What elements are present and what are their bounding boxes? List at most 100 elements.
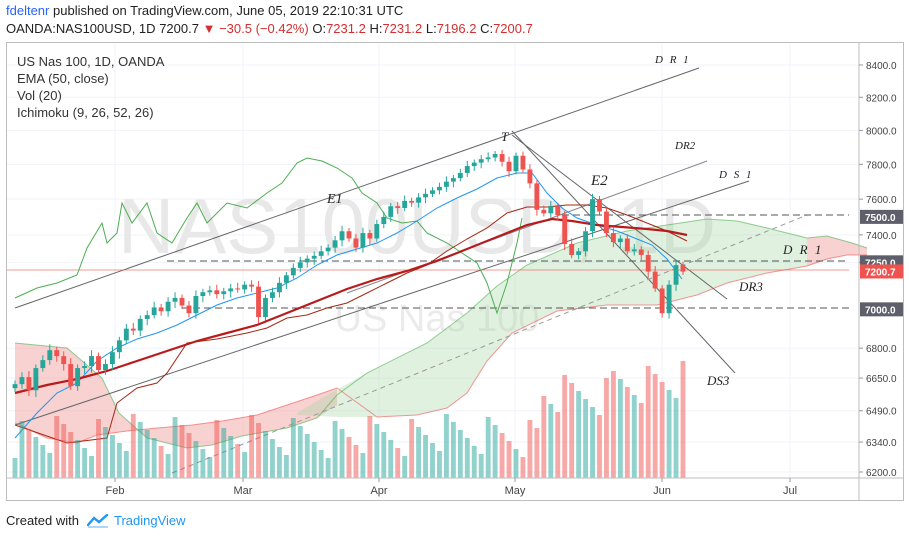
low-label: L: xyxy=(425,21,437,36)
dr3-resistance-line xyxy=(511,134,728,300)
annotation-ds3: DS3 xyxy=(706,373,730,388)
candle-body xyxy=(297,262,303,268)
volume-bar xyxy=(47,453,53,478)
close-value: 7200.7 xyxy=(493,21,533,36)
candle-body xyxy=(541,209,547,214)
annotation-top-t: T xyxy=(501,129,509,144)
volume-bar xyxy=(235,444,241,478)
volume-bar xyxy=(506,441,512,478)
volume-bar xyxy=(82,448,88,478)
candle-body xyxy=(638,249,644,255)
volume-bar xyxy=(207,457,213,478)
volume-bar xyxy=(659,382,665,478)
time-axis[interactable]: Feb Mar Apr May Jun Jul xyxy=(7,477,904,497)
price-label-box xyxy=(860,302,903,317)
legend-volume[interactable]: Vol (20) xyxy=(17,88,62,103)
candle-body xyxy=(318,251,324,256)
volume-bar xyxy=(221,428,227,478)
created-with-text: Created with xyxy=(6,513,79,528)
volume-bar xyxy=(631,395,637,478)
tradingview-logo-icon xyxy=(86,514,108,528)
candle-body xyxy=(471,162,477,167)
volume-bar xyxy=(130,414,136,478)
candle-body xyxy=(610,233,616,243)
volume-bar xyxy=(457,430,463,478)
volume-bar xyxy=(485,417,491,478)
candle-body xyxy=(367,233,373,239)
legend-ema[interactable]: EMA (50, close) xyxy=(17,71,109,86)
author-link[interactable]: fdeltenr xyxy=(6,3,50,18)
candle-body xyxy=(520,155,526,170)
volume-bar xyxy=(214,420,220,478)
volume-bar xyxy=(624,387,630,478)
legend-ichimoku[interactable]: Ichimoku (9, 26, 52, 26) xyxy=(17,105,154,120)
volume-bar xyxy=(123,451,129,478)
candle-body xyxy=(464,166,470,173)
candle-body xyxy=(339,231,345,241)
candle-body xyxy=(485,157,491,160)
price-axis[interactable]: 8400.0 8200.0 8000.0 7800.0 7600.0 7400.0 7250… xyxy=(858,43,904,501)
candle-body xyxy=(123,328,129,341)
candle-body xyxy=(360,233,366,248)
volume-bar xyxy=(680,361,686,478)
volume-bar xyxy=(471,446,477,478)
volume-bar xyxy=(61,424,67,478)
candle-body xyxy=(193,296,199,314)
candle-body xyxy=(631,249,637,252)
annotation-ds1: D S 1 xyxy=(718,169,753,181)
volume-bar xyxy=(75,440,81,478)
volume-bar xyxy=(610,371,616,478)
volume-bar xyxy=(443,414,449,478)
volume-bar xyxy=(604,378,609,478)
candle-body xyxy=(409,200,415,203)
bear-cloud-left xyxy=(15,343,337,448)
chikou-span-line xyxy=(14,157,523,315)
volume-bar xyxy=(388,440,394,478)
candle-body xyxy=(374,224,380,239)
volume-bar xyxy=(103,427,108,478)
candle-body xyxy=(604,211,609,234)
volume-bar xyxy=(569,383,575,478)
volume-bar xyxy=(499,433,505,478)
candle-body xyxy=(19,377,25,385)
candle-body xyxy=(144,315,150,319)
candle-body xyxy=(437,186,442,191)
candle-body xyxy=(576,251,582,255)
volume-bar xyxy=(381,432,387,478)
candle-body xyxy=(666,284,672,314)
price-label-box xyxy=(860,209,903,224)
candle-body xyxy=(200,292,206,297)
volume-bar xyxy=(318,450,324,478)
candle-body xyxy=(478,159,484,163)
volume-bar xyxy=(151,438,157,478)
candle-body xyxy=(235,288,241,290)
candle-body xyxy=(325,247,331,252)
tenkan-sen-line xyxy=(14,172,683,439)
open-label: O: xyxy=(312,21,327,36)
volume-bar xyxy=(228,436,234,478)
tradingview-brand[interactable]: TradingView xyxy=(114,513,186,528)
candle-body xyxy=(263,297,268,318)
candle-body xyxy=(423,193,428,198)
volume-bar xyxy=(137,422,143,478)
time-tick-label: Apr xyxy=(370,485,387,497)
change-value: −30.5 (−0.42%) xyxy=(219,21,309,36)
low-value: 7196.2 xyxy=(436,21,477,36)
candle-body xyxy=(89,356,94,367)
candle-body xyxy=(353,238,359,248)
chart-annotations: D R 1 DR2 D S 1 D R 1 DR3 DS3 T E1 E2 xyxy=(326,54,821,388)
volume-bar xyxy=(541,396,547,478)
volume-bars xyxy=(12,361,686,478)
symbol-label: OANDA:NAS100USD, 1D xyxy=(6,21,156,36)
ema-50-line xyxy=(14,217,688,395)
candle-body xyxy=(179,297,185,306)
time-tick-label: Feb xyxy=(106,485,125,497)
volume-bar xyxy=(617,379,623,478)
volume-bar xyxy=(68,432,74,478)
candle-body xyxy=(242,284,248,290)
volume-bar xyxy=(256,423,261,478)
volume-bar xyxy=(311,442,317,478)
volume-bar xyxy=(89,456,94,478)
